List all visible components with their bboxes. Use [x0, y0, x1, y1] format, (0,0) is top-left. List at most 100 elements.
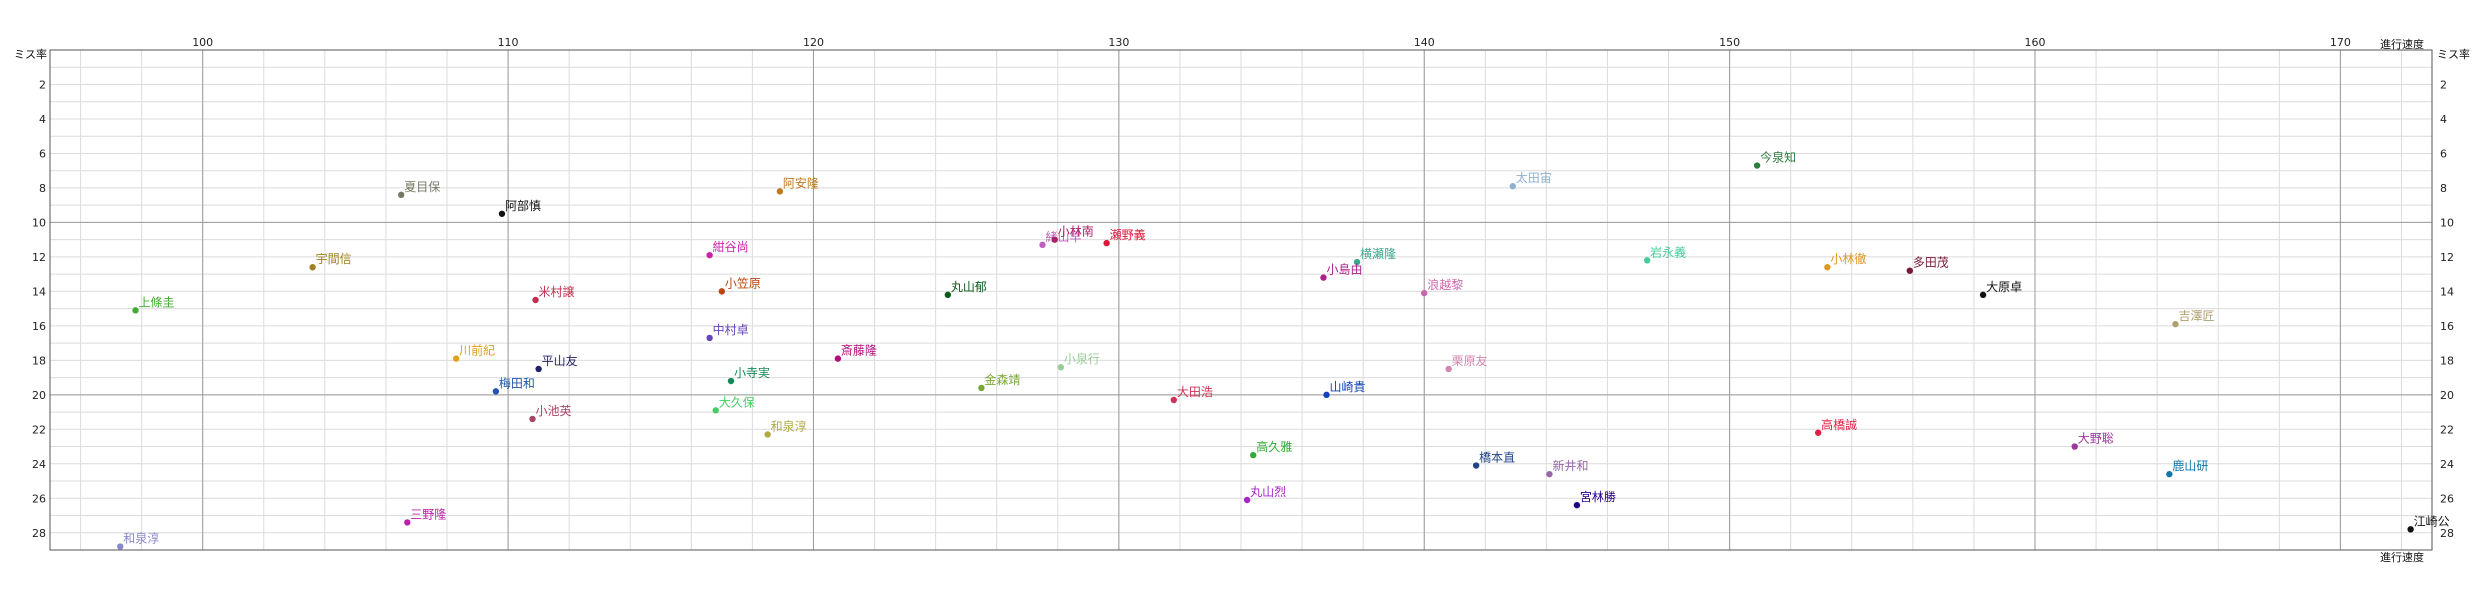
- data-point: [1509, 183, 1516, 190]
- data-point: [706, 251, 713, 259]
- y-tick-label: 26: [2440, 492, 2454, 505]
- minor-grid: [50, 50, 2432, 550]
- y-tick-label: 24: [2440, 458, 2454, 471]
- data-point-label: 丸山郁: [951, 279, 987, 294]
- data-point-label: 小泉行: [1064, 352, 1100, 366]
- data-point: [1057, 364, 1065, 371]
- data-point-label: 和泉淳: [123, 531, 159, 546]
- data-point: [1814, 429, 1822, 436]
- data-point-label: 多田茂: [1913, 256, 1949, 270]
- data-point-label: 阿部慎: [505, 198, 541, 213]
- y-tick-label: 2: [39, 78, 46, 91]
- data-point-label: 三野隆: [410, 506, 446, 521]
- data-point: [1906, 267, 1913, 274]
- y-tick-label: 14: [32, 285, 46, 298]
- data-point-label: 金森靖: [984, 372, 1020, 387]
- data-point: [706, 334, 713, 342]
- data-point-label: 橋本直: [1479, 451, 1515, 465]
- data-point: [944, 291, 952, 299]
- data-point: [2166, 470, 2173, 478]
- data-point: [1320, 274, 1327, 281]
- x-tick-label: 150: [1719, 36, 1740, 49]
- data-point-label: 宇間信: [316, 252, 352, 266]
- data-point-label: 大久保: [719, 395, 755, 409]
- x-tick-label: 170: [2330, 36, 2351, 49]
- data-point-label: 岩永義: [1650, 244, 1686, 259]
- y-tick-label: 16: [32, 320, 46, 333]
- data-point-label: 小林徹: [1830, 251, 1866, 266]
- x-tick-label: 140: [1414, 36, 1435, 49]
- data-point-label: 小寺実: [734, 365, 770, 380]
- data-point: [727, 377, 735, 385]
- data-point-label: 宮林勝: [1580, 489, 1616, 504]
- y-tick-label: 14: [2440, 285, 2454, 298]
- y-tick-label: 4: [39, 113, 46, 126]
- data-point: [535, 365, 542, 373]
- plot-frame: [49, 49, 2433, 551]
- data-point: [132, 307, 139, 314]
- data-point: [2407, 526, 2414, 533]
- data-point: [718, 288, 726, 295]
- y-tick-label: 10: [32, 216, 46, 229]
- data-point-label: 大原卓: [1986, 280, 2022, 294]
- y-tick-label: 6: [2440, 147, 2447, 160]
- data-point: [397, 191, 405, 199]
- data-point-label: 中村卓: [713, 322, 749, 337]
- data-point: [529, 415, 536, 423]
- data-point: [404, 519, 411, 526]
- data-point: [764, 431, 771, 438]
- y-tick-label: 12: [2440, 251, 2454, 264]
- data-point-label: 太田宙: [1516, 170, 1552, 185]
- data-point-label: 大野聡: [2078, 432, 2114, 446]
- y-tick-label: 8: [2440, 182, 2447, 195]
- y-tick-label: 2: [2440, 78, 2447, 91]
- data-point-label: 米村譲: [539, 284, 575, 299]
- y-tick-label: 18: [2440, 354, 2454, 367]
- data-point-label: 丸山烈: [1250, 485, 1286, 499]
- data-point: [978, 384, 985, 392]
- y-tick-label: 28: [32, 527, 46, 540]
- data-point: [1643, 257, 1651, 264]
- data-point: [1753, 162, 1761, 169]
- data-point: [2071, 443, 2078, 450]
- data-point-label: 紺谷尚: [713, 239, 749, 254]
- y-tick-label: 8: [39, 182, 46, 195]
- data-point-label: 浪越黎: [1427, 277, 1463, 292]
- x-tick-label: 100: [192, 36, 213, 49]
- data-point: [1353, 258, 1361, 266]
- data-point-label: 今泉知: [1760, 150, 1796, 165]
- y-tick-label: 10: [2440, 216, 2454, 229]
- data-point-label: 大田浩: [1177, 385, 1213, 399]
- data-point-label: 鹿山研: [2172, 458, 2208, 473]
- y-tick-label: 12: [32, 251, 46, 264]
- y-tick-label: 20: [32, 389, 46, 402]
- data-point: [1250, 451, 1257, 459]
- data-point: [1573, 501, 1581, 509]
- data-point: [1103, 239, 1110, 247]
- y-tick-label: 6: [39, 147, 46, 160]
- x-tick-label: 120: [803, 36, 824, 49]
- y-tick-label: 28: [2440, 527, 2454, 540]
- y-tick-label: 22: [2440, 423, 2454, 436]
- data-point-label: 小林南: [1058, 224, 1094, 239]
- data-point-label: 横瀬隆: [1360, 246, 1396, 261]
- data-point: [1170, 396, 1178, 404]
- y-axis-title-right: ミス率: [2437, 47, 2470, 61]
- data-point: [712, 407, 719, 414]
- y-tick-label: 22: [32, 423, 46, 436]
- data-point: [1824, 264, 1831, 271]
- data-point-label: 夏目保: [404, 180, 440, 194]
- x-tick-label: 110: [498, 36, 519, 49]
- x-axis-title-top: 進行速度: [2380, 37, 2424, 51]
- data-point: [834, 355, 842, 362]
- data-point-label: 山崎貴: [1330, 380, 1366, 394]
- data-point: [1472, 462, 1480, 469]
- data-point-label: 平山友: [542, 354, 578, 368]
- data-point: [776, 188, 784, 195]
- x-tick-labels: 100 110 120 130 140 150 160 170: [192, 36, 2351, 49]
- data-point-label: 小笠原: [725, 275, 761, 290]
- y-tick-label: 16: [2440, 320, 2454, 333]
